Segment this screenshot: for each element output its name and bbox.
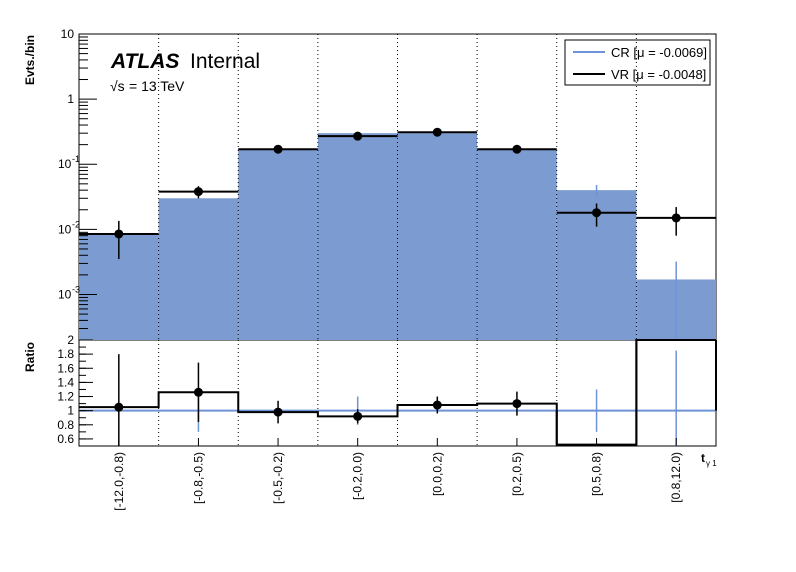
vr-point	[273, 144, 283, 154]
y-tick-exponent: -1	[72, 154, 80, 164]
ratio-point	[432, 400, 442, 410]
vr-point	[592, 208, 602, 218]
ratio-point	[193, 387, 203, 397]
ratio-point	[114, 402, 124, 412]
sqrt-s-text: = 13 TeV	[129, 78, 185, 94]
legend-box	[564, 39, 711, 86]
x-tick-label: [-12.0,-0.8)	[112, 452, 126, 511]
vr-point	[671, 213, 681, 223]
ratio-y-tick-label: 1	[67, 404, 74, 418]
atlas-label: ATLAS Internal √s = 13 TeV	[110, 50, 260, 94]
top-ylabel: Evts./bin	[23, 35, 37, 85]
ratio-y-tick-label: 0.8	[57, 418, 74, 432]
ratio-y-tick-label: 0.6	[57, 432, 74, 446]
y-tick-label: 10	[58, 157, 72, 171]
legend-cr-label: CR [μ = -0.0069]	[611, 45, 707, 60]
x-tick-label: [-0.8,-0.5)	[191, 452, 205, 504]
ratio-y-tick-label: 1.2	[57, 390, 74, 404]
cr-bar	[397, 133, 478, 340]
sqrt-s-symbol: √s	[110, 78, 125, 94]
ratio-y-tick-label: 1.8	[57, 347, 74, 361]
x-axis-label-main: t	[701, 451, 705, 465]
x-axis-label: t γ 1	[701, 451, 717, 468]
ratio-y-tick-label: 2	[67, 333, 74, 347]
legend-vr-label: VR [μ = -0.0048]	[611, 67, 706, 82]
x-tick-label: [0.8,12.0)	[669, 452, 683, 503]
y-tick-label: 1	[67, 92, 74, 106]
cr-bar	[238, 149, 318, 340]
cr-bar	[158, 198, 239, 340]
internal-text: Internal	[190, 50, 260, 73]
cr-bar	[477, 149, 557, 340]
x-tick-label: [0.2,0.5)	[510, 452, 524, 496]
legend: CR [μ = -0.0069] VR [μ = -0.0048]	[564, 39, 711, 86]
x-tick-label: [0.0,0.2)	[430, 452, 444, 496]
y-tick-label: 10	[61, 27, 75, 41]
y-tick-exponent: -3	[72, 284, 80, 294]
x-tick-label: [-0.2,0.0)	[351, 452, 365, 500]
vr-point	[512, 144, 522, 154]
vr-point	[193, 187, 203, 197]
x-tick-label: [0.5,0.8)	[590, 452, 604, 496]
y-tick-exponent: -2	[72, 219, 80, 229]
ratio-point	[273, 407, 283, 417]
y-tick-label: 10	[58, 287, 72, 301]
ratio-y-tick-label: 1.6	[57, 361, 74, 375]
ratio-point	[353, 411, 363, 421]
ratio-ylabel: Ratio	[23, 342, 37, 372]
ratio-point	[512, 399, 522, 409]
cr-bar	[317, 133, 398, 340]
vr-point	[114, 229, 124, 239]
atlas-text: ATLAS	[110, 50, 179, 73]
vr-point	[432, 127, 442, 137]
y-tick-label: 10	[58, 222, 72, 236]
vr-point	[353, 131, 363, 141]
ratio-y-tick-label: 1.4	[57, 375, 74, 389]
x-tick-label: [-0.5,-0.2)	[271, 452, 285, 504]
x-axis-label-sub: γ 1	[706, 459, 717, 468]
